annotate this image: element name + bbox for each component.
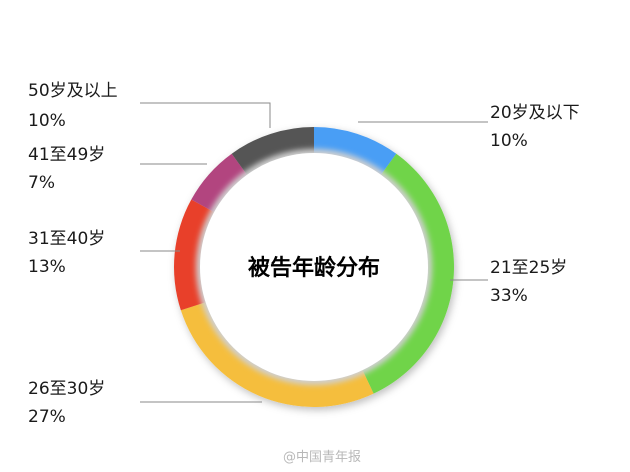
leader-lines <box>140 102 488 403</box>
slice-labels: 20岁及以下 10% 21至25岁 33% 26至30岁 27% 31至40岁 13% 41至4… <box>28 81 580 427</box>
leader-line-50-and-over <box>140 102 271 128</box>
donut-hole <box>200 153 428 381</box>
slice-label-20-and-under: 20岁及以下 <box>490 103 580 123</box>
slice-label-26-30: 26至30岁 <box>28 379 105 399</box>
slice-label-21-25: 21至25岁 <box>490 258 567 278</box>
chart-title: 被告年龄分布 <box>248 255 380 281</box>
slice-label-31-40: 31至40岁 <box>28 229 105 249</box>
watermark: @中国青年报 <box>283 450 361 465</box>
slice-41-49 <box>191 153 247 213</box>
slice-20-and-under <box>314 127 397 175</box>
slice-value-20-and-under: 10% <box>490 131 528 151</box>
slice-label-41-49: 41至49岁 <box>28 145 105 165</box>
slice-value-50-and-over: 10% <box>28 111 66 131</box>
slice-value-41-49: 7% <box>28 173 55 193</box>
slice-value-21-25: 33% <box>490 286 528 306</box>
slice-50-and-over <box>231 127 314 175</box>
slice-label-50-and-over: 50岁及以上 <box>28 81 118 101</box>
slice-value-26-30: 27% <box>28 407 66 427</box>
slice-21-25 <box>362 153 455 394</box>
slice-value-31-40: 13% <box>28 257 66 277</box>
